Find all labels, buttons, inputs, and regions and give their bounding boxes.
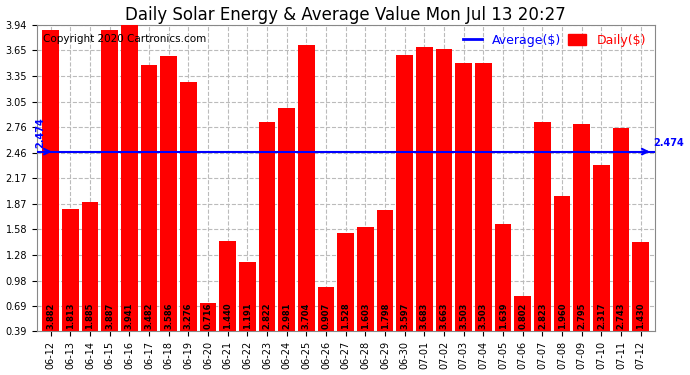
Text: 1.603: 1.603 xyxy=(361,302,370,329)
Text: 1.430: 1.430 xyxy=(636,302,645,329)
Bar xyxy=(298,45,315,365)
Text: 2.981: 2.981 xyxy=(282,302,291,329)
Text: 1.960: 1.960 xyxy=(558,302,566,329)
Bar xyxy=(219,241,236,365)
Text: 0.802: 0.802 xyxy=(518,303,527,329)
Text: 3.683: 3.683 xyxy=(420,303,429,329)
Text: 1.885: 1.885 xyxy=(86,302,95,329)
Text: 1.191: 1.191 xyxy=(243,302,252,329)
Text: 1.639: 1.639 xyxy=(499,302,508,329)
Bar xyxy=(259,122,275,365)
Text: 3.941: 3.941 xyxy=(125,302,134,329)
Text: 3.887: 3.887 xyxy=(105,303,114,329)
Bar xyxy=(141,64,157,365)
Text: 2.743: 2.743 xyxy=(617,302,626,329)
Bar xyxy=(160,56,177,365)
Text: 3.882: 3.882 xyxy=(46,303,55,329)
Text: 3.276: 3.276 xyxy=(184,302,193,329)
Bar xyxy=(337,233,354,365)
Text: 0.716: 0.716 xyxy=(204,302,213,329)
Bar xyxy=(377,210,393,365)
Bar xyxy=(81,202,99,365)
Bar xyxy=(515,296,531,365)
Text: 3.503: 3.503 xyxy=(479,303,488,329)
Text: Copyright 2020 Cartronics.com: Copyright 2020 Cartronics.com xyxy=(43,34,206,44)
Bar xyxy=(180,82,197,365)
Bar xyxy=(278,108,295,365)
Text: 0.907: 0.907 xyxy=(322,303,331,329)
Bar xyxy=(396,55,413,365)
Text: 2.317: 2.317 xyxy=(597,302,606,329)
Bar xyxy=(613,128,629,365)
Bar xyxy=(42,30,59,365)
Bar xyxy=(416,47,433,365)
Bar xyxy=(357,227,374,365)
Text: 3.503: 3.503 xyxy=(460,303,469,329)
Text: 2.822: 2.822 xyxy=(262,302,272,329)
Text: 3.704: 3.704 xyxy=(302,303,311,329)
Bar xyxy=(101,30,118,365)
Legend: Average($), Daily($): Average($), Daily($) xyxy=(461,32,649,50)
Text: 3.597: 3.597 xyxy=(400,303,409,329)
Bar xyxy=(475,63,492,365)
Bar xyxy=(554,196,571,365)
Bar xyxy=(534,122,551,365)
Bar xyxy=(62,209,79,365)
Title: Daily Solar Energy & Average Value Mon Jul 13 20:27: Daily Solar Energy & Average Value Mon J… xyxy=(126,6,566,24)
Bar xyxy=(573,124,590,365)
Text: 1.813: 1.813 xyxy=(66,302,75,329)
Bar xyxy=(317,287,335,365)
Bar xyxy=(633,242,649,365)
Text: 2.823: 2.823 xyxy=(538,302,547,329)
Text: 2.474: 2.474 xyxy=(653,138,684,148)
Text: 2.474: 2.474 xyxy=(35,117,45,148)
Bar xyxy=(121,25,138,365)
Text: 3.663: 3.663 xyxy=(440,302,449,329)
Bar xyxy=(593,165,610,365)
Text: 1.798: 1.798 xyxy=(381,303,390,329)
Bar xyxy=(239,262,256,365)
Bar xyxy=(435,49,453,365)
Bar xyxy=(455,63,472,365)
Text: 2.795: 2.795 xyxy=(578,302,586,329)
Text: 3.482: 3.482 xyxy=(144,302,153,329)
Bar xyxy=(199,303,217,365)
Text: 1.440: 1.440 xyxy=(223,302,233,329)
Text: 1.528: 1.528 xyxy=(342,302,351,329)
Text: 3.586: 3.586 xyxy=(164,302,173,329)
Bar xyxy=(495,224,511,365)
